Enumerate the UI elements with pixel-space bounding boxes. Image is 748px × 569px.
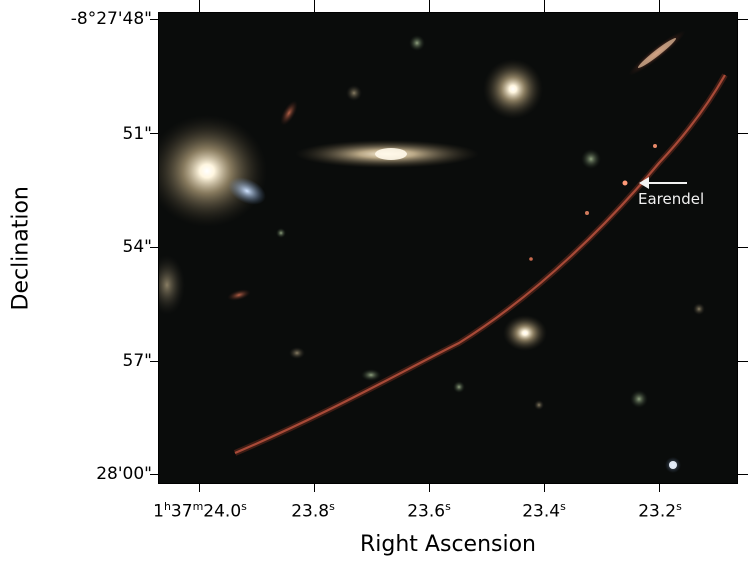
x-tick-label-4: 23.2s: [638, 500, 682, 522]
y-tick-label-4: 28'00": [96, 464, 152, 484]
elongated-galaxy-core: [637, 38, 677, 68]
small-galaxy-7: [453, 381, 465, 393]
small-galaxy-4: [581, 149, 601, 169]
y-tick-left-0: [150, 19, 158, 20]
small-galaxy-2: [346, 85, 362, 101]
arrow-head: [639, 177, 649, 189]
small-galaxy-10: [693, 303, 705, 315]
small-galaxy-5: [227, 289, 251, 301]
y-tick-label-3: 57": [122, 351, 152, 371]
x-tick-top-2: [429, 0, 430, 12]
y-tick-label-0: -8°27'48": [70, 9, 152, 29]
y-tick-right-0: [738, 19, 748, 20]
small-galaxy-3: [280, 100, 298, 126]
arc-knot-2: [653, 144, 657, 148]
sky-image: [158, 12, 738, 484]
sky-background: [159, 13, 737, 483]
point-star-halo: [665, 457, 681, 473]
y-tick-right-2: [738, 247, 748, 248]
x-tick-label-1: 23.8s: [291, 500, 335, 522]
arc-knot-4: [529, 257, 533, 261]
x-tick-top-4: [659, 0, 660, 12]
y-tick-right-4: [738, 474, 748, 475]
y-tick-left-3: [150, 361, 158, 362]
arc-knot-3: [585, 211, 589, 215]
x-tick-top-3: [544, 0, 545, 12]
y-tick-left-2: [150, 247, 158, 248]
x-tick-label-3: 23.4s: [522, 500, 566, 522]
y-tick-left-4: [150, 474, 158, 475]
bright-galaxy-top: [483, 59, 543, 119]
x-axis-title: Right Ascension: [360, 532, 536, 557]
x-tick-bottom-2: [429, 484, 430, 492]
y-axis-title: Declination: [8, 186, 34, 311]
x-tick-label-0: 1h37m24.0s: [153, 500, 247, 522]
x-tick-bottom-4: [659, 484, 660, 492]
y-tick-label-1: 51": [122, 124, 152, 144]
y-tick-label-2: 54": [122, 237, 152, 257]
small-galaxy-8: [630, 390, 648, 408]
y-tick-left-1: [150, 133, 158, 134]
y-tick-right-1: [738, 133, 748, 134]
lensed-arc: [234, 74, 726, 455]
sky-image-svg: [159, 13, 737, 483]
small-galaxy-11: [276, 228, 286, 238]
x-tick-top-1: [314, 0, 315, 12]
y-tick-right-3: [738, 361, 748, 362]
blue-galaxy-left: [228, 177, 266, 205]
x-tick-bottom-3: [544, 484, 545, 492]
earendel-label: Earendel: [638, 190, 705, 208]
small-galaxy-1: [409, 35, 425, 51]
arc-knot-1: [361, 369, 381, 381]
faint-galaxy-left-edge: [159, 255, 185, 315]
small-galaxy-6: [289, 347, 305, 359]
x-tick-bottom-1: [314, 484, 315, 492]
galaxy-lower-center: [503, 315, 547, 351]
x-tick-top-0: [199, 0, 200, 12]
disk-galaxy-core: [375, 148, 407, 160]
small-galaxy-9: [534, 400, 544, 410]
earendel-star: [622, 180, 628, 186]
x-tick-bottom-0: [199, 484, 200, 492]
x-tick-label-2: 23.6s: [407, 500, 451, 522]
